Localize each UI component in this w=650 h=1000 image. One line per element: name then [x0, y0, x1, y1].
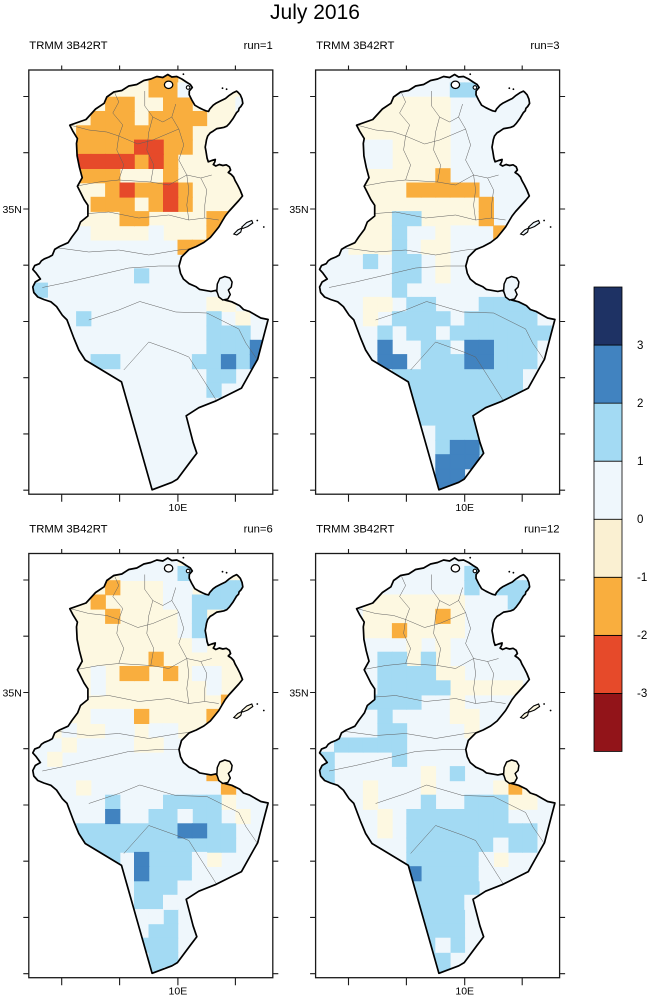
- svg-text:run=12: run=12: [524, 524, 560, 536]
- svg-text:-3: -3: [637, 688, 647, 700]
- svg-text:TRMM 3B42RT: TRMM 3B42RT: [29, 40, 107, 52]
- svg-text:run=6: run=6: [244, 524, 273, 536]
- svg-text:10E: 10E: [169, 986, 188, 998]
- svg-text:10E: 10E: [455, 502, 474, 514]
- svg-text:-2: -2: [637, 630, 647, 642]
- svg-text:35N: 35N: [289, 688, 308, 700]
- svg-text:10E: 10E: [169, 502, 188, 514]
- svg-text:TRMM 3B42RT: TRMM 3B42RT: [29, 524, 107, 536]
- svg-text:35N: 35N: [289, 204, 308, 216]
- svg-text:July 2016: July 2016: [270, 1, 360, 24]
- svg-text:35N: 35N: [3, 204, 22, 216]
- svg-text:10E: 10E: [455, 986, 474, 998]
- svg-text:35N: 35N: [3, 688, 22, 700]
- svg-text:-1: -1: [637, 572, 647, 584]
- svg-text:run=3: run=3: [530, 40, 559, 52]
- svg-text:1: 1: [637, 456, 643, 468]
- svg-text:TRMM 3B42RT: TRMM 3B42RT: [316, 40, 394, 52]
- svg-text:3: 3: [637, 340, 643, 352]
- svg-text:0: 0: [637, 514, 643, 526]
- svg-text:run=1: run=1: [244, 40, 273, 52]
- svg-text:2: 2: [637, 398, 643, 410]
- svg-text:TRMM 3B42RT: TRMM 3B42RT: [316, 524, 394, 536]
